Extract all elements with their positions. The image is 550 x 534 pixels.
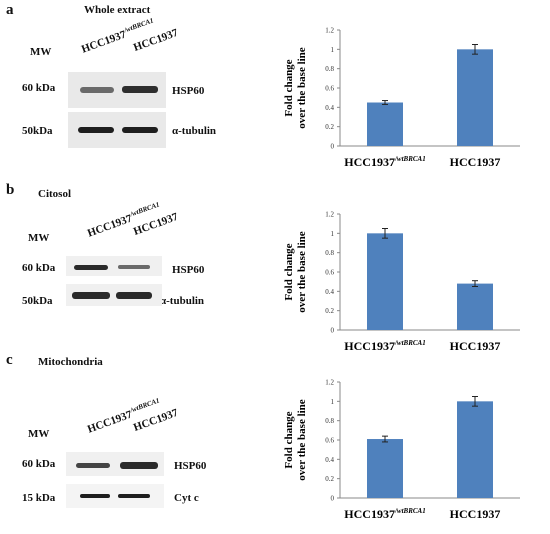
y-axis-label: over the base line	[296, 231, 308, 312]
protein-label: α-tubulin	[172, 125, 217, 137]
panel-title: Citosol	[38, 188, 71, 200]
western-blot-image	[66, 256, 162, 306]
y-tick-label: 0.8	[325, 65, 334, 73]
x-tick-label: HCC1937	[450, 155, 501, 169]
bar	[367, 439, 403, 498]
protein-label: HSP60	[174, 460, 207, 472]
bar-chart-b: Fold change over the base line 0 0.2 0.4 0.6 0…	[283, 211, 520, 353]
kda-label: 50kDa	[22, 125, 53, 137]
panel-c: c Mitochondria MW HCC1937/wtBRCA1 HCC193…	[0, 352, 550, 534]
y-tick-label: 0.2	[325, 307, 334, 315]
x-tick-label: HCC1937/wtBRCA1	[344, 339, 425, 353]
panel-title: Mitochondria	[38, 356, 103, 368]
y-tick-label: 0.4	[325, 104, 334, 112]
y-tick-label: 0.2	[325, 123, 334, 131]
y-tick-label: 0.8	[325, 417, 334, 425]
y-tick-label: 0.4	[325, 288, 334, 296]
panel-label: c	[6, 352, 13, 368]
bar	[457, 49, 493, 146]
x-tick-label: HCC1937/wtBRCA1	[344, 155, 425, 169]
y-axis-label: over the base line	[296, 47, 308, 128]
panel-a: a Whole extract MW HCC1937/wtBRCA1 HCC19…	[0, 0, 550, 180]
y-axis-label: over the base line	[296, 399, 308, 480]
y-tick-label: 1.2	[325, 27, 334, 35]
kda-label: 60 kDa	[22, 82, 56, 94]
western-blot-image	[68, 72, 166, 148]
y-tick-label: 0	[331, 143, 335, 151]
x-tick-label: HCC1937	[450, 507, 501, 521]
bar	[457, 401, 493, 498]
bar-chart-c: Fold change over the base line 0 0.2 0.4 0.6 0…	[283, 379, 520, 521]
bar	[457, 283, 493, 330]
y-tick-label: 0	[331, 327, 335, 335]
y-tick-label: 1	[331, 230, 335, 238]
kda-label: 60 kDa	[22, 262, 56, 274]
y-tick-label: 1.2	[325, 379, 334, 387]
y-axis-label: Fold change	[283, 59, 295, 116]
panel-label: a	[6, 2, 14, 18]
mw-label: MW	[28, 232, 50, 244]
panel-title: Whole extract	[84, 4, 151, 16]
protein-label: α-tubulin	[160, 295, 205, 307]
protein-label: HSP60	[172, 264, 205, 276]
y-tick-label: 0.4	[325, 456, 334, 464]
bar	[367, 102, 403, 146]
kda-label: 50kDa	[22, 295, 53, 307]
y-tick-label: 0.6	[325, 269, 334, 277]
y-tick-label: 0.6	[325, 437, 334, 445]
y-tick-label: 0.2	[325, 475, 334, 483]
x-tick-label: HCC1937	[450, 339, 501, 353]
panel-b: b Citosol MW HCC1937/wtBRCA1 HCC1937 60 …	[0, 180, 550, 360]
bar-chart-a: Fold change over the base line 0 0.2 0.4 0.6 0…	[283, 27, 520, 169]
bar	[367, 233, 403, 330]
mw-label: MW	[30, 46, 52, 58]
kda-label: 60 kDa	[22, 458, 56, 470]
y-axis-label: Fold change	[283, 411, 295, 468]
y-tick-label: 0.8	[325, 249, 334, 257]
x-tick-label: HCC1937/wtBRCA1	[344, 507, 425, 521]
y-tick-label: 1	[331, 398, 335, 406]
mw-label: MW	[28, 428, 50, 440]
protein-label: Cyt c	[174, 492, 199, 504]
western-blot-image	[66, 452, 164, 508]
y-axis-label: Fold change	[283, 243, 295, 300]
y-tick-label: 0.6	[325, 85, 334, 93]
y-tick-label: 1	[331, 46, 335, 54]
kda-label: 15 kDa	[22, 492, 56, 504]
panel-label: b	[6, 182, 15, 198]
protein-label: HSP60	[172, 85, 205, 97]
y-tick-label: 0	[331, 495, 335, 503]
y-tick-label: 1.2	[325, 211, 334, 219]
